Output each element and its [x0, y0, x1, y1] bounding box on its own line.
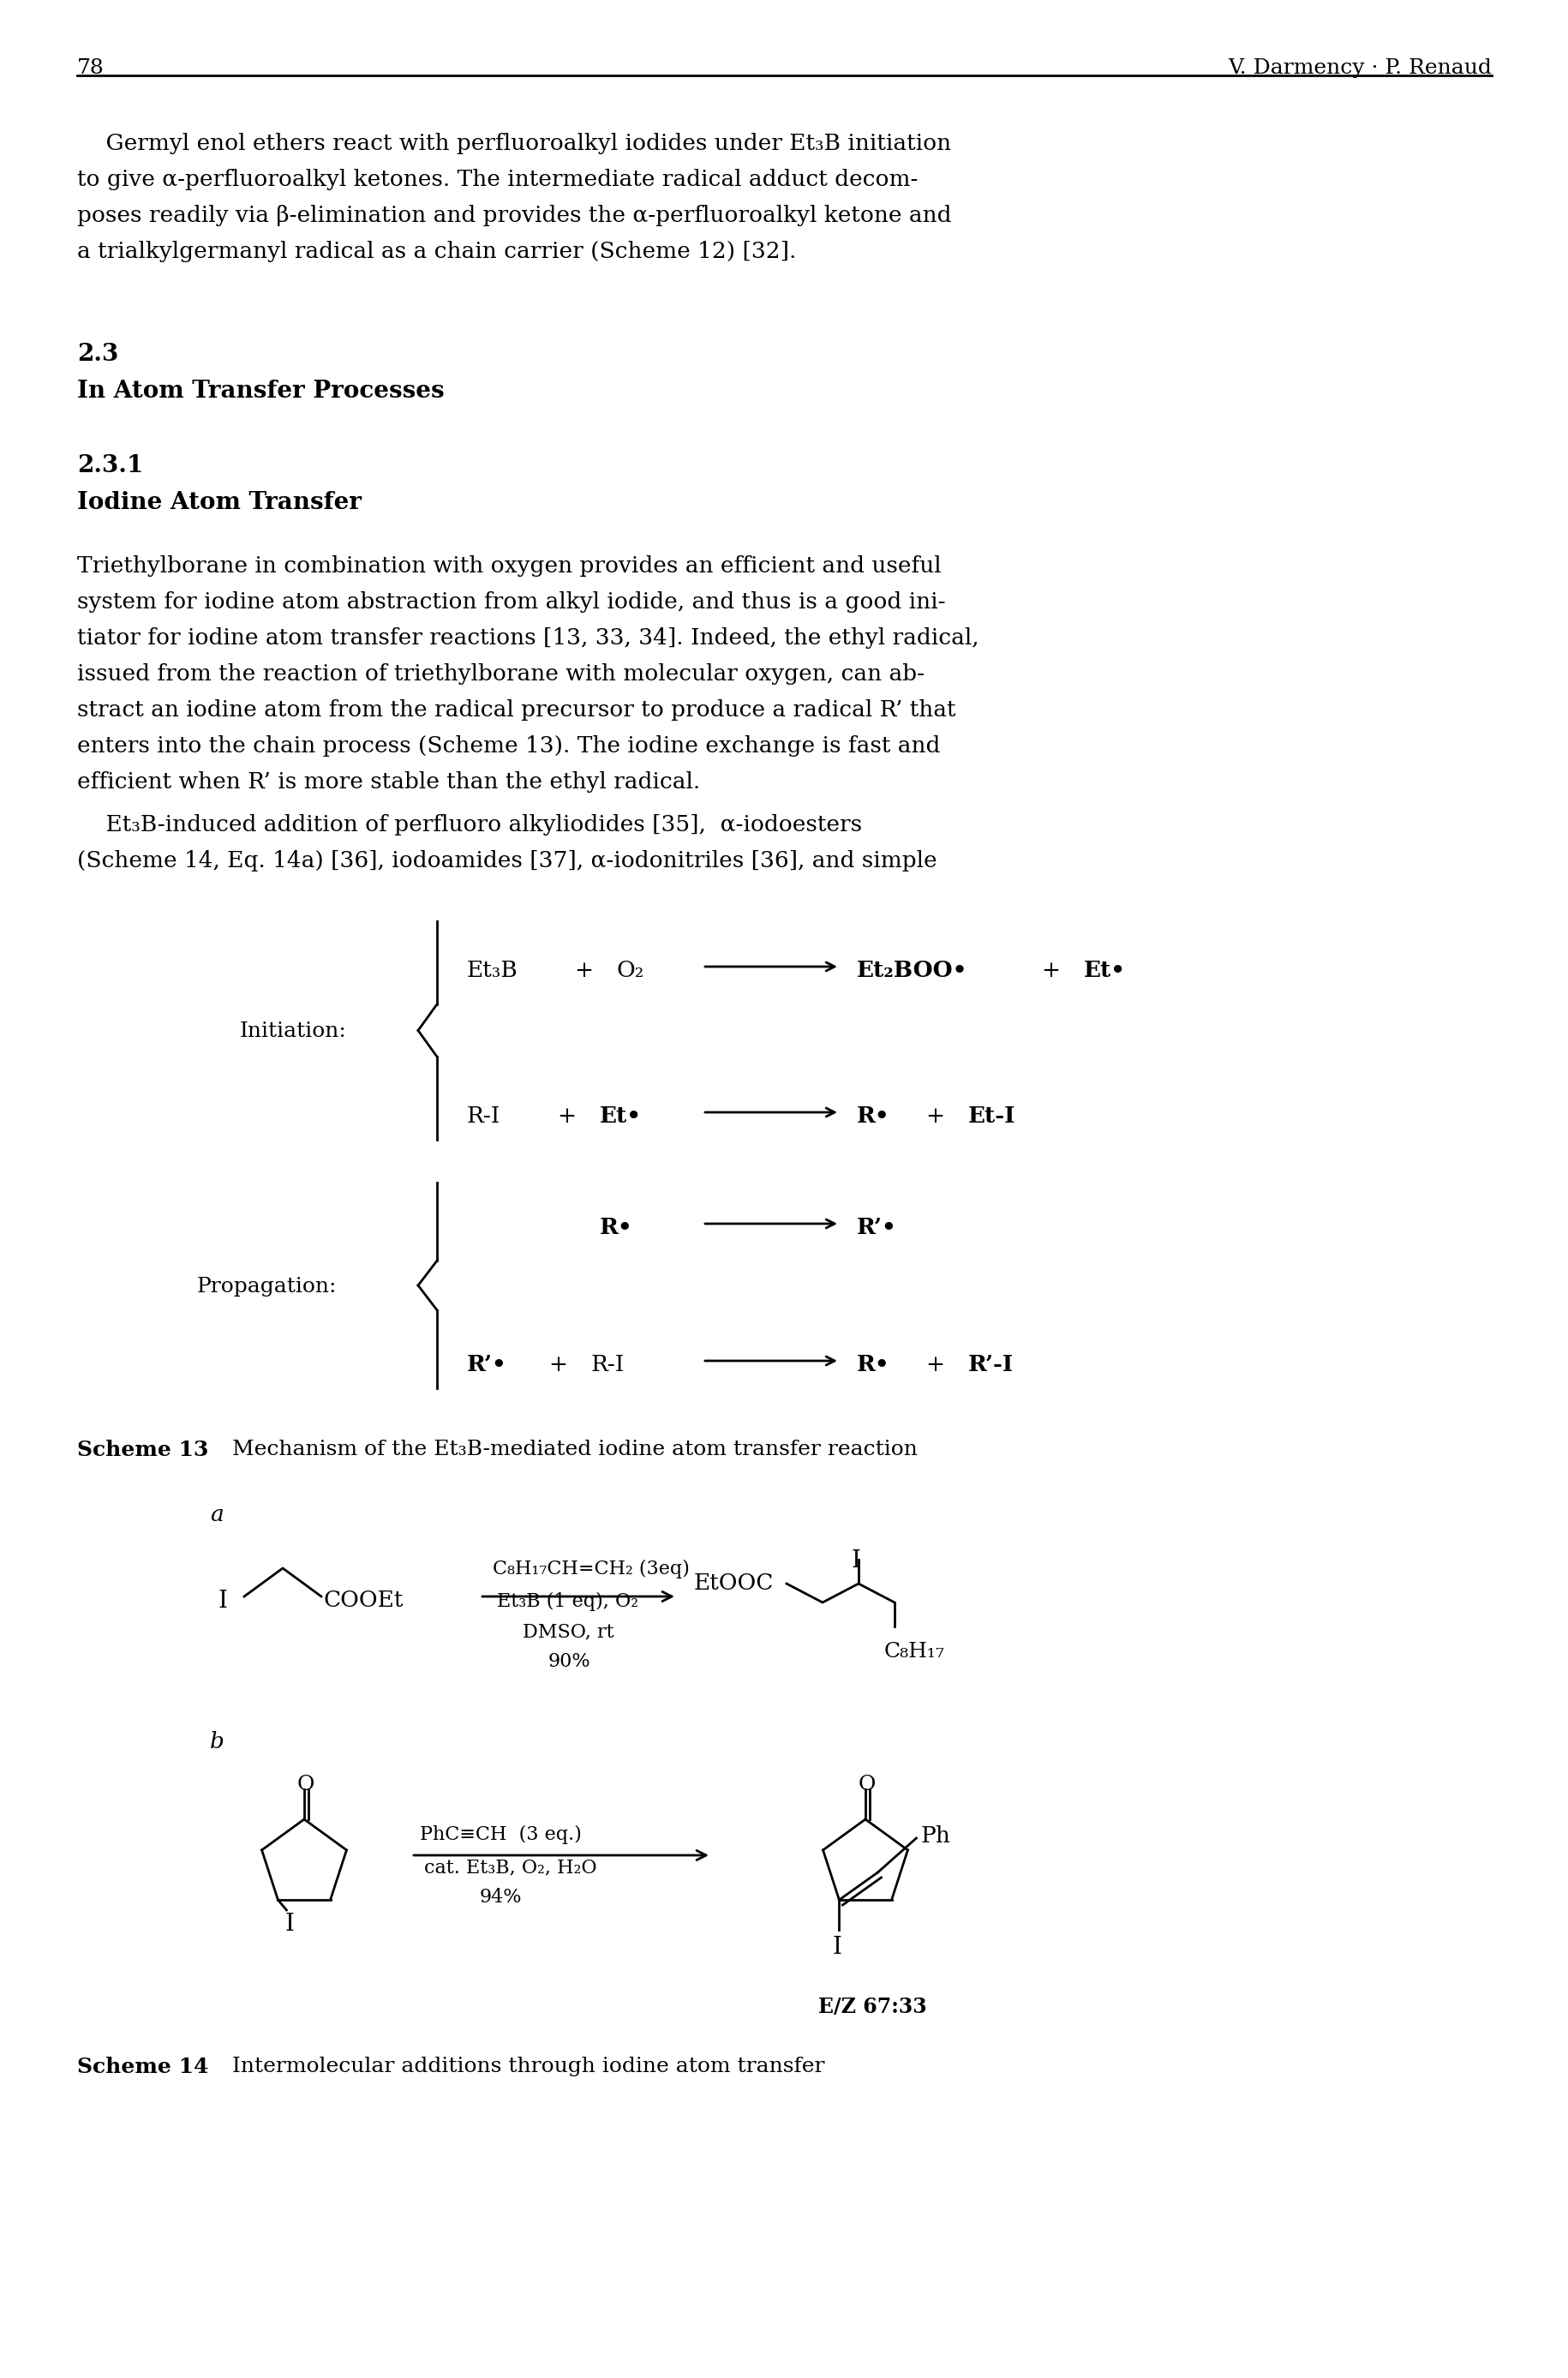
Text: a: a	[210, 1503, 223, 1524]
Text: a trialkylgermanyl radical as a chain carrier (Scheme 12) [32].: a trialkylgermanyl radical as a chain ca…	[77, 240, 797, 262]
Text: 90%: 90%	[549, 1653, 591, 1672]
Text: issued from the reaction of triethylborane with molecular oxygen, can ab-: issued from the reaction of triethylbora…	[77, 663, 924, 685]
Text: (Scheme 14, Eq. 14a) [36], iodoamides [37], α-iodonitriles [36], and simple: (Scheme 14, Eq. 14a) [36], iodoamides [3…	[77, 849, 936, 870]
Text: Mechanism of the Et₃B-mediated iodine atom transfer reaction: Mechanism of the Et₃B-mediated iodine at…	[218, 1439, 917, 1460]
Text: +: +	[925, 1353, 944, 1374]
Text: COOEt: COOEt	[323, 1589, 403, 1610]
Text: O₂: O₂	[616, 961, 644, 982]
Text: I: I	[218, 1589, 227, 1612]
Text: to give α-perfluoroalkyl ketones. The intermediate radical adduct decom-: to give α-perfluoroalkyl ketones. The in…	[77, 169, 917, 190]
Text: C₈H₁₇: C₈H₁₇	[884, 1641, 944, 1662]
Text: O: O	[298, 1774, 315, 1795]
Text: Et-I: Et-I	[967, 1106, 1014, 1127]
Text: R•: R•	[856, 1353, 889, 1374]
Text: PhC≡CH  (3 eq.): PhC≡CH (3 eq.)	[420, 1826, 582, 1845]
Text: Et₃B: Et₃B	[467, 961, 517, 982]
Text: poses readily via β-elimination and provides the α-perfluoroalkyl ketone and: poses readily via β-elimination and prov…	[77, 205, 950, 226]
Text: I: I	[285, 1912, 293, 1936]
Text: tiator for iodine atom transfer reactions [13, 33, 34]. Indeed, the ethyl radica: tiator for iodine atom transfer reaction…	[77, 628, 978, 649]
Text: Triethylborane in combination with oxygen provides an efficient and useful: Triethylborane in combination with oxyge…	[77, 556, 941, 578]
Text: +: +	[925, 1106, 944, 1127]
Text: +: +	[557, 1106, 575, 1127]
Text: +: +	[549, 1353, 568, 1374]
Text: enters into the chain process (Scheme 13). The iodine exchange is fast and: enters into the chain process (Scheme 13…	[77, 735, 939, 756]
Text: E/Z 67:33: E/Z 67:33	[818, 1998, 927, 2017]
Text: In Atom Transfer Processes: In Atom Transfer Processes	[77, 380, 444, 402]
Text: R-I: R-I	[591, 1353, 624, 1374]
Text: R•: R•	[599, 1218, 632, 1239]
Text: R•: R•	[856, 1106, 889, 1127]
Text: Et₃B (1 eq), O₂: Et₃B (1 eq), O₂	[497, 1593, 638, 1612]
Text: Ph: Ph	[920, 1826, 950, 1848]
Text: 94%: 94%	[480, 1888, 522, 1907]
Text: Et₂BOO•: Et₂BOO•	[856, 961, 967, 982]
Text: Intermolecular additions through iodine atom transfer: Intermolecular additions through iodine …	[218, 2057, 825, 2076]
Text: R’•: R’•	[856, 1218, 897, 1239]
Text: DMSO, rt: DMSO, rt	[522, 1622, 613, 1641]
Text: O: O	[858, 1774, 875, 1795]
Text: Initiation:: Initiation:	[240, 1023, 347, 1042]
Text: R’-I: R’-I	[967, 1353, 1013, 1374]
Text: I: I	[851, 1550, 861, 1572]
Text: stract an iodine atom from the radical precursor to produce a radical R’ that: stract an iodine atom from the radical p…	[77, 699, 955, 721]
Text: V. Darmency · P. Renaud: V. Darmency · P. Renaud	[1228, 59, 1491, 78]
Text: I: I	[833, 1936, 840, 1959]
Text: Et•: Et•	[599, 1106, 641, 1127]
Text: system for iodine atom abstraction from alkyl iodide, and thus is a good ini-: system for iodine atom abstraction from …	[77, 592, 946, 614]
Text: b: b	[210, 1731, 224, 1753]
Text: cat. Et₃B, O₂, H₂O: cat. Et₃B, O₂, H₂O	[423, 1857, 596, 1876]
Text: Scheme 13: Scheme 13	[77, 1439, 209, 1460]
Text: +: +	[574, 961, 593, 982]
Text: Et•: Et•	[1083, 961, 1126, 982]
Text: C₈H₁₇CH=CH₂ (3eq): C₈H₁₇CH=CH₂ (3eq)	[492, 1560, 690, 1579]
Text: +: +	[1041, 961, 1060, 982]
Text: Germyl enol ethers react with perfluoroalkyl iodides under Et₃B initiation: Germyl enol ethers react with perfluoroa…	[77, 133, 950, 155]
Text: 2.3: 2.3	[77, 342, 119, 366]
Text: Et₃B-induced addition of perfluoro alkyliodides [35],  α-iodoesters: Et₃B-induced addition of perfluoro alkyl…	[77, 813, 861, 835]
Text: 2.3.1: 2.3.1	[77, 454, 143, 478]
Text: 78: 78	[77, 59, 103, 78]
Text: Iodine Atom Transfer: Iodine Atom Transfer	[77, 490, 361, 514]
Text: Propagation:: Propagation:	[198, 1277, 337, 1296]
Text: R’•: R’•	[467, 1353, 506, 1374]
Text: EtOOC: EtOOC	[693, 1572, 773, 1593]
Text: R-I: R-I	[467, 1106, 500, 1127]
Text: efficient when R’ is more stable than the ethyl radical.: efficient when R’ is more stable than th…	[77, 770, 699, 792]
Text: Scheme 14: Scheme 14	[77, 2057, 209, 2078]
